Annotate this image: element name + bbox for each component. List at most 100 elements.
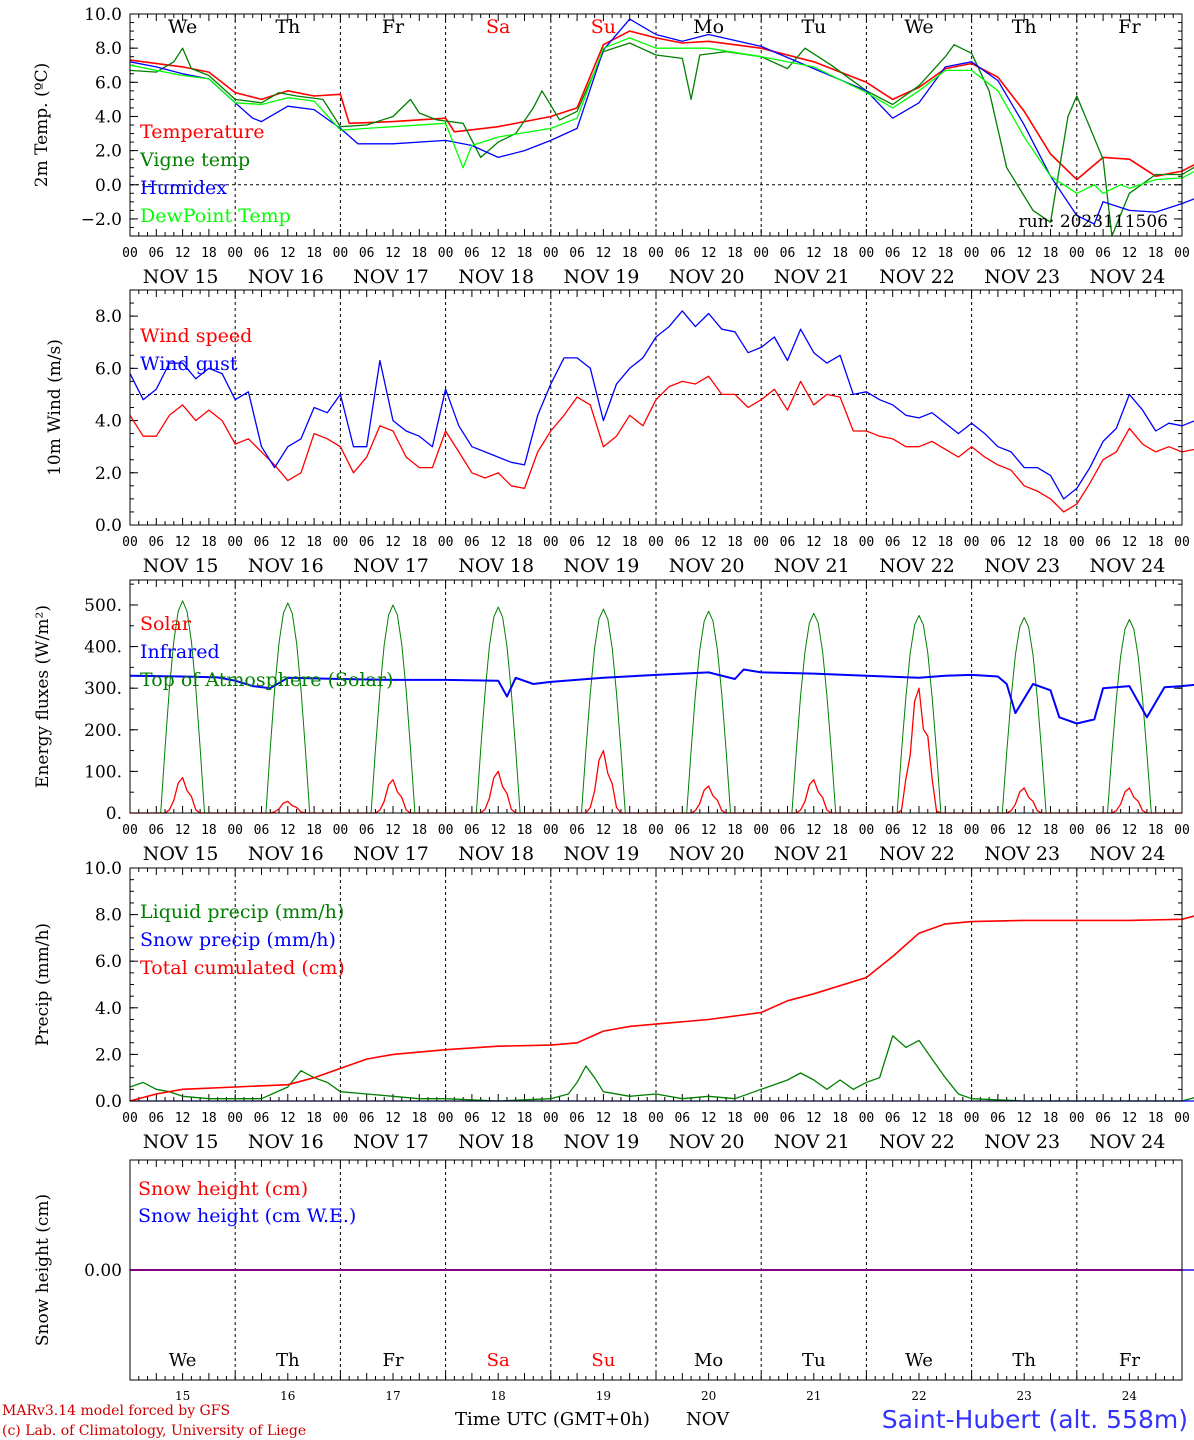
weekday-label: Su [591,16,616,38]
weekday-label: Fr [1118,16,1141,38]
x-hour-label: 00 [753,246,769,261]
plot-frame [129,579,1183,814]
x-hour-label: 12 [701,535,717,550]
x-hour-label: 18 [622,823,638,838]
x-hour-label: 00 [964,823,980,838]
y-axis-label: Precip (mm/h) [33,923,53,1046]
x-hour-label: 00 [122,535,138,550]
x-hour-label: 00 [227,535,243,550]
x-hour-label: 18 [1043,535,1059,550]
x-hour-label: 06 [254,246,270,261]
y-axis-label: Energy fluxes (W/m²) [33,605,53,788]
x-hour-label: 12 [490,823,506,838]
x-hour-label: 12 [1122,1111,1138,1126]
weekday-label: Th [276,1350,300,1371]
x-hour-label: 00 [859,1111,875,1126]
day-number-label: 21 [806,1389,821,1403]
x-hour-label: 12 [175,535,191,550]
x-hour-label: 00 [333,535,349,550]
x-hour-label: 18 [517,823,533,838]
day-number-label: 16 [280,1389,295,1403]
x-hour-label: 00 [964,535,980,550]
x-hour-label: 18 [622,246,638,261]
x-hour-label: 00 [1069,535,1085,550]
weekday-label: We [904,16,933,38]
x-hour-label: 12 [1016,535,1032,550]
x-hour-label: 06 [780,1111,796,1126]
x-hour-label: 06 [674,246,690,261]
x-hour-label: 12 [596,1111,612,1126]
x-hour-label: 12 [490,535,506,550]
x-hour-label: 12 [385,535,401,550]
weekday-label: Th [1012,16,1037,38]
x-hour-label: 06 [464,535,480,550]
x-date-label: NOV 22 [879,843,955,865]
x-date-label: NOV 17 [353,266,429,288]
x-hour-label: 06 [148,1111,164,1126]
x-date-label: NOV 20 [669,843,745,865]
weekday-label: Th [1012,1350,1036,1371]
legend-entry: Wind speed [140,325,252,347]
plot-frame [129,867,1183,1102]
x-date-label: NOV 24 [1089,843,1165,865]
x-hour-label: 18 [306,535,322,550]
y-tick-label: 2.0 [95,142,122,162]
series-line [129,375,1194,513]
weekday-label: Tu [802,1350,826,1371]
y-tick-label: 500. [84,596,122,616]
x-hour-label: 12 [596,535,612,550]
legend-entry: Liquid precip (mm/h) [140,901,344,923]
x-hour-label: 18 [517,246,533,261]
x-date-label: NOV 18 [458,266,534,288]
x-hour-label: 12 [1122,535,1138,550]
x-hour-label: 06 [885,823,901,838]
x-hour-label: 00 [543,535,559,550]
weekday-label: We [169,1350,197,1371]
x-hour-label: 18 [1148,535,1164,550]
legend-entry: Snow height (cm) [138,1178,308,1200]
x-date-label: NOV 23 [984,555,1060,577]
x-axis-month: NOV [686,1409,730,1430]
x-hour-label: 06 [990,246,1006,261]
weekday-label: Th [275,16,300,38]
x-hour-label: 18 [622,535,638,550]
y-tick-label: 6.0 [95,73,122,93]
x-hour-label: 12 [806,246,822,261]
text-layer: 10.0 8.0 6.0 4.0 2.0 0.0 −2.0 2m Temp. (ºC) Temp… [32,5,1190,1403]
x-date-label: NOV 16 [248,1131,324,1153]
x-hour-label: 06 [148,823,164,838]
day-number-label: 15 [175,1389,190,1403]
x-hour-label: 12 [1122,823,1138,838]
x-hour-label: 00 [438,246,454,261]
weekday-label: Mo [694,1350,723,1371]
x-hour-label: 18 [832,823,848,838]
x-hour-label: 06 [885,1111,901,1126]
x-date-label: NOV 17 [353,1131,429,1153]
x-hour-label: 00 [859,823,875,838]
x-hour-label: 00 [753,535,769,550]
x-date-label: NOV 18 [458,555,534,577]
x-hour-label: 06 [674,823,690,838]
x-hour-label: 18 [622,1111,638,1126]
y-tick-label: 6.0 [95,952,122,972]
x-hour-label: 12 [175,1111,191,1126]
x-hour-label: 18 [201,823,217,838]
x-hour-label: 12 [1016,1111,1032,1126]
x-hour-label: 06 [359,535,375,550]
x-hour-label: 06 [464,823,480,838]
x-hour-label: 12 [175,823,191,838]
x-date-label: NOV 20 [669,1131,745,1153]
y-tick-label: 4.0 [95,412,122,432]
x-hour-label: 00 [227,246,243,261]
x-date-label: NOV 23 [984,1131,1060,1153]
x-hour-label: 00 [438,1111,454,1126]
series-line [129,37,1194,194]
x-date-label: NOV 22 [879,555,955,577]
weekday-label: Tu [801,16,826,38]
x-hour-label: 06 [1095,1111,1111,1126]
x-hour-label: 18 [727,535,743,550]
x-date-label: NOV 15 [143,1131,219,1153]
y-tick-label: 4.0 [95,999,122,1019]
x-hour-label: 00 [753,1111,769,1126]
x-date-label: NOV 22 [879,1131,955,1153]
